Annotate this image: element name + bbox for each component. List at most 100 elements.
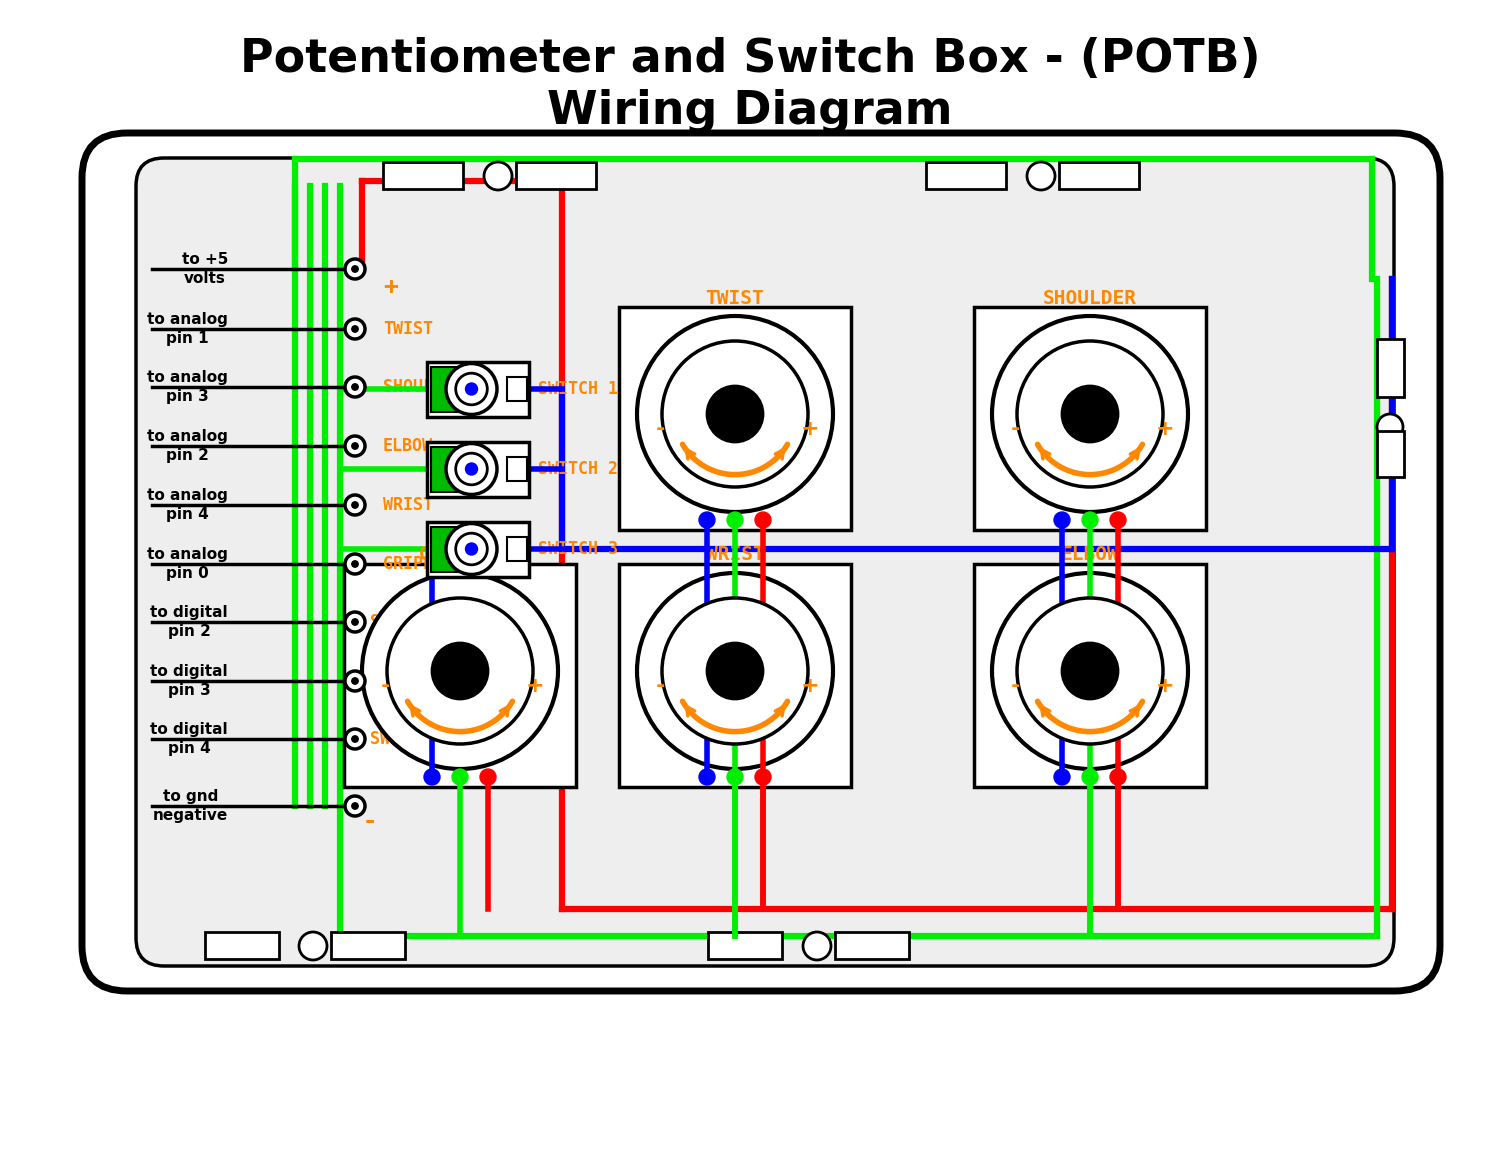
- Circle shape: [1082, 769, 1098, 785]
- Circle shape: [706, 386, 764, 442]
- Text: GRIPPER: GRIPPER: [382, 555, 453, 573]
- Circle shape: [446, 444, 497, 494]
- Circle shape: [387, 597, 532, 745]
- Text: -: -: [1011, 676, 1020, 696]
- Circle shape: [362, 573, 558, 769]
- Text: to analog
pin 2: to analog pin 2: [147, 430, 228, 463]
- Circle shape: [345, 612, 364, 632]
- Circle shape: [638, 316, 833, 512]
- Circle shape: [456, 453, 488, 485]
- Text: SWITCH 3: SWITCH 3: [370, 730, 450, 748]
- Circle shape: [345, 728, 364, 749]
- FancyBboxPatch shape: [136, 159, 1394, 966]
- Circle shape: [1028, 162, 1054, 190]
- FancyBboxPatch shape: [82, 133, 1440, 990]
- Text: Wiring Diagram: Wiring Diagram: [548, 88, 952, 133]
- Circle shape: [802, 932, 831, 961]
- Text: to analog
pin 0: to analog pin 0: [147, 547, 228, 580]
- Bar: [708, 932, 782, 959]
- Bar: [427, 362, 530, 416]
- Text: ELBOW: ELBOW: [382, 437, 433, 455]
- Bar: [430, 367, 476, 411]
- Circle shape: [465, 463, 477, 475]
- Bar: [926, 162, 1007, 188]
- Circle shape: [446, 363, 497, 415]
- Circle shape: [638, 573, 833, 769]
- Bar: [1377, 431, 1404, 477]
- Bar: [507, 457, 526, 481]
- Text: to analog
pin 4: to analog pin 4: [147, 488, 228, 522]
- Circle shape: [1377, 414, 1402, 440]
- Bar: [1377, 339, 1404, 398]
- Text: TWIST: TWIST: [382, 321, 433, 338]
- Circle shape: [352, 803, 358, 809]
- Circle shape: [728, 769, 742, 785]
- Text: -: -: [656, 419, 664, 439]
- Circle shape: [480, 769, 496, 785]
- Text: -: -: [1011, 419, 1020, 439]
- Text: to digital
pin 2: to digital pin 2: [150, 606, 228, 639]
- Circle shape: [728, 512, 742, 529]
- Text: to +5
volts: to +5 volts: [182, 252, 228, 286]
- Circle shape: [345, 377, 364, 398]
- Circle shape: [345, 495, 364, 515]
- Text: to gnd
negative: to gnd negative: [153, 789, 228, 823]
- Text: WRIST: WRIST: [382, 496, 433, 514]
- Text: +: +: [1155, 676, 1174, 696]
- Circle shape: [352, 735, 358, 742]
- Circle shape: [754, 512, 771, 529]
- Circle shape: [424, 769, 439, 785]
- Circle shape: [699, 512, 715, 529]
- Text: to analog
pin 1: to analog pin 1: [147, 313, 228, 346]
- Circle shape: [446, 524, 497, 574]
- Circle shape: [456, 373, 488, 404]
- Circle shape: [465, 543, 477, 555]
- Text: SWITCH 1: SWITCH 1: [538, 380, 618, 398]
- Circle shape: [352, 502, 358, 508]
- Bar: [507, 377, 526, 401]
- Text: to digital
pin 3: to digital pin 3: [150, 664, 228, 697]
- Bar: [974, 563, 1206, 787]
- Circle shape: [484, 162, 512, 190]
- Circle shape: [345, 671, 364, 691]
- Circle shape: [706, 643, 764, 699]
- Circle shape: [1054, 512, 1070, 529]
- Circle shape: [352, 678, 358, 684]
- Circle shape: [662, 341, 808, 487]
- Bar: [427, 522, 530, 577]
- Bar: [206, 932, 279, 959]
- Text: SWITCH 1: SWITCH 1: [370, 614, 450, 631]
- Circle shape: [352, 619, 358, 625]
- Text: +: +: [525, 676, 544, 696]
- Text: ELBOW: ELBOW: [1060, 546, 1119, 564]
- Circle shape: [352, 326, 358, 332]
- Circle shape: [465, 383, 477, 395]
- Circle shape: [1062, 643, 1118, 699]
- Text: SHOULDER: SHOULDER: [382, 378, 464, 396]
- Circle shape: [298, 932, 327, 961]
- Circle shape: [1054, 769, 1070, 785]
- Circle shape: [1110, 769, 1126, 785]
- Text: WRIST: WRIST: [705, 546, 765, 564]
- Bar: [382, 162, 464, 188]
- Bar: [516, 162, 596, 188]
- Text: SWITCH 2: SWITCH 2: [370, 672, 450, 691]
- Bar: [427, 441, 530, 496]
- Text: TWIST: TWIST: [705, 288, 765, 308]
- Circle shape: [452, 769, 468, 785]
- Circle shape: [432, 643, 488, 699]
- Circle shape: [992, 573, 1188, 769]
- Circle shape: [1017, 597, 1162, 745]
- Text: SHOULDER: SHOULDER: [1042, 288, 1137, 308]
- Text: to analog
pin 3: to analog pin 3: [147, 370, 228, 403]
- Text: -: -: [656, 676, 664, 696]
- Bar: [974, 307, 1206, 530]
- Circle shape: [345, 319, 364, 339]
- Circle shape: [352, 442, 358, 449]
- Circle shape: [699, 769, 715, 785]
- Circle shape: [456, 533, 488, 565]
- Text: +: +: [801, 676, 819, 696]
- Text: -: -: [364, 809, 375, 833]
- Text: to digital
pin 4: to digital pin 4: [150, 723, 228, 756]
- Circle shape: [1110, 512, 1126, 529]
